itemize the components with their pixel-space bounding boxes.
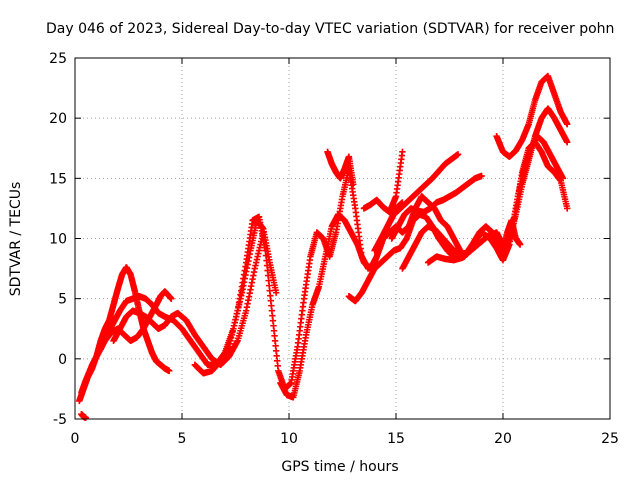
data-point <box>82 414 89 421</box>
axis-ticks <box>74 57 611 420</box>
data-point <box>272 289 280 296</box>
x-axis-label: GPS time / hours <box>281 459 398 475</box>
data-point <box>516 241 524 248</box>
x-tick-label: 0 <box>71 431 80 447</box>
data-point <box>399 148 406 156</box>
x-tick-label: 5 <box>178 431 187 447</box>
x-tick-label: 15 <box>387 431 405 447</box>
data-point <box>564 205 571 212</box>
x-tick-label: 25 <box>601 431 619 447</box>
y-tick-label: 25 <box>49 51 67 67</box>
y-tick-label: 20 <box>49 111 67 127</box>
data-point <box>454 151 462 158</box>
y-tick-label: 10 <box>49 232 67 248</box>
data-point <box>564 139 571 146</box>
data-point <box>168 295 175 302</box>
y-tick-label: 0 <box>58 352 67 368</box>
y-tick-label: 15 <box>49 171 67 187</box>
data-point <box>559 175 567 182</box>
data-point <box>350 181 357 188</box>
x-tick-label: 10 <box>280 431 298 447</box>
chart-title: Day 046 of 2023, Sidereal Day-to-day VTE… <box>46 21 614 37</box>
data-point <box>564 120 571 128</box>
y-axis-label: SDTVAR / TECUs <box>8 182 24 297</box>
x-tick-label: 20 <box>494 431 512 447</box>
data-point <box>478 172 485 180</box>
y-tick-label: -5 <box>53 412 67 428</box>
y-tick-label: 5 <box>58 292 67 308</box>
data-points <box>76 72 571 421</box>
data-point <box>165 367 173 375</box>
